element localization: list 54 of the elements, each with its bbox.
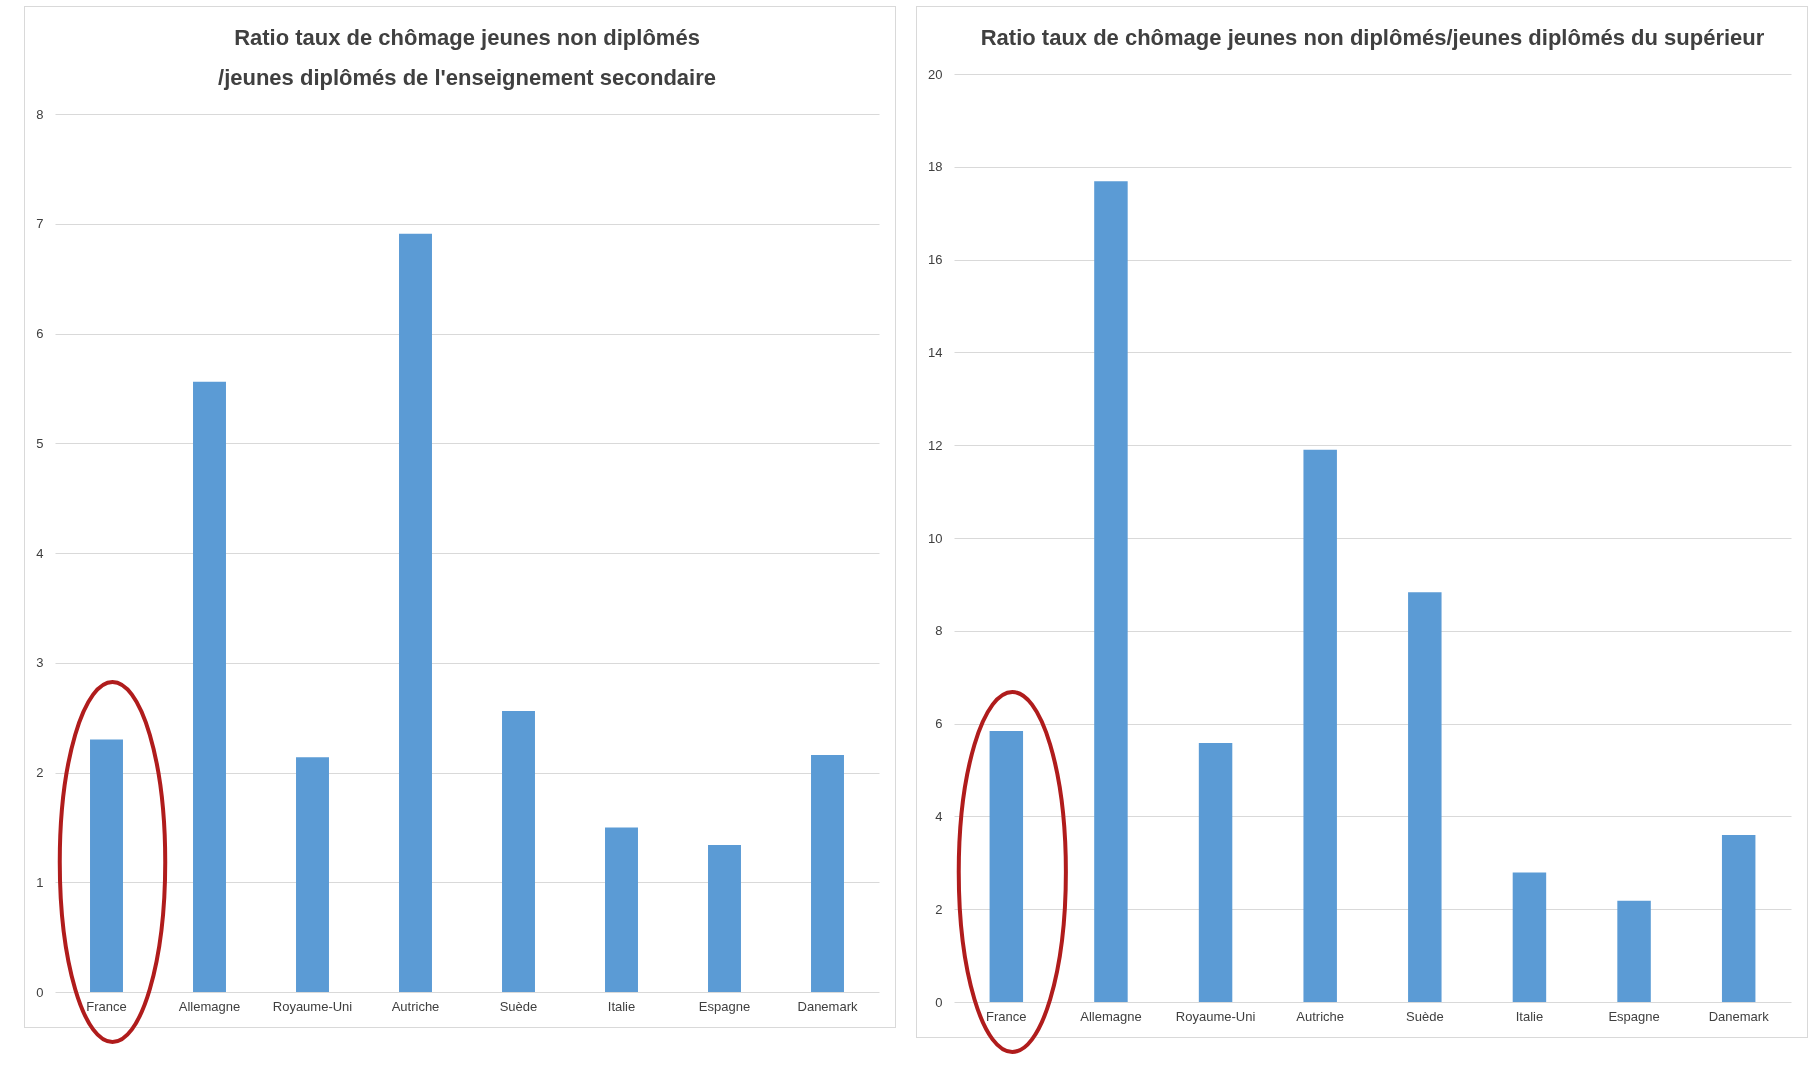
bar: [1512, 872, 1547, 1002]
y-tick-label: 8: [36, 106, 44, 122]
bar: [502, 711, 535, 992]
y-tick-label: 20: [928, 66, 943, 82]
y-tick-label: 12: [928, 437, 943, 453]
bar: [399, 233, 432, 992]
y-tick-label: 0: [935, 994, 943, 1010]
bar: [989, 731, 1024, 1002]
bar: [1408, 592, 1442, 1002]
bar: [708, 844, 741, 992]
bar: [1721, 834, 1756, 1002]
y-tick-label: 8: [935, 623, 943, 639]
bar: [811, 754, 844, 992]
y-tick-label: 18: [928, 159, 943, 175]
y-tick-label: 6: [36, 326, 44, 341]
x-tick-label: Italie: [1515, 1008, 1544, 1024]
y-tick-label: 14: [928, 344, 943, 360]
y-tick-label: 3: [36, 655, 44, 671]
y-tick-label: 4: [935, 808, 943, 824]
bar: [1094, 181, 1128, 1002]
y-tick-label: 2: [36, 765, 44, 780]
x-tick-label: Suède: [499, 998, 538, 1014]
x-tick-label: Royaume-Uni: [272, 998, 353, 1014]
chart-title: Ratio taux de chômage jeunes non diplômés/jeunes diplômés du supérieur: [980, 25, 1765, 50]
x-tick-label: Royaume-Uni: [1175, 1008, 1256, 1024]
x-tick-label: Italie: [607, 998, 636, 1014]
y-tick-label: 5: [36, 435, 44, 451]
bar: [296, 757, 329, 992]
bar: [1198, 743, 1233, 1002]
x-tick-label: Autriche: [391, 998, 440, 1014]
bar: [193, 381, 226, 992]
y-tick-label: 16: [928, 252, 943, 268]
y-tick-label: 1: [36, 874, 44, 890]
bar: [1303, 449, 1337, 1002]
x-tick-label: Allemagne: [1080, 1008, 1142, 1024]
bar: [90, 739, 123, 992]
y-tick-label: 4: [36, 545, 44, 561]
x-tick-label: Allemagne: [178, 998, 241, 1014]
x-tick-label: Autriche: [1296, 1008, 1345, 1024]
x-tick-label: Danemark: [1708, 1008, 1770, 1024]
x-tick-label: France: [86, 998, 127, 1014]
bar: [1617, 900, 1651, 1002]
y-tick-label: 6: [935, 716, 943, 732]
x-tick-label: Suède: [1406, 1008, 1444, 1024]
x-tick-label: Espagne: [698, 998, 751, 1014]
y-tick-label: 2: [935, 901, 943, 917]
x-tick-label: France: [986, 1008, 1027, 1024]
y-tick-label: 0: [36, 984, 44, 1000]
x-tick-label: Danemark: [797, 998, 858, 1014]
y-tick-label: 10: [928, 530, 943, 546]
bar: [605, 827, 638, 992]
chart-title: Ratio taux de chômage jeunes non diplômés /jeunes diplômés de l'enseignement secondaire: [218, 25, 716, 90]
y-tick-label: 7: [36, 216, 44, 232]
x-tick-label: Espagne: [1608, 1008, 1660, 1024]
